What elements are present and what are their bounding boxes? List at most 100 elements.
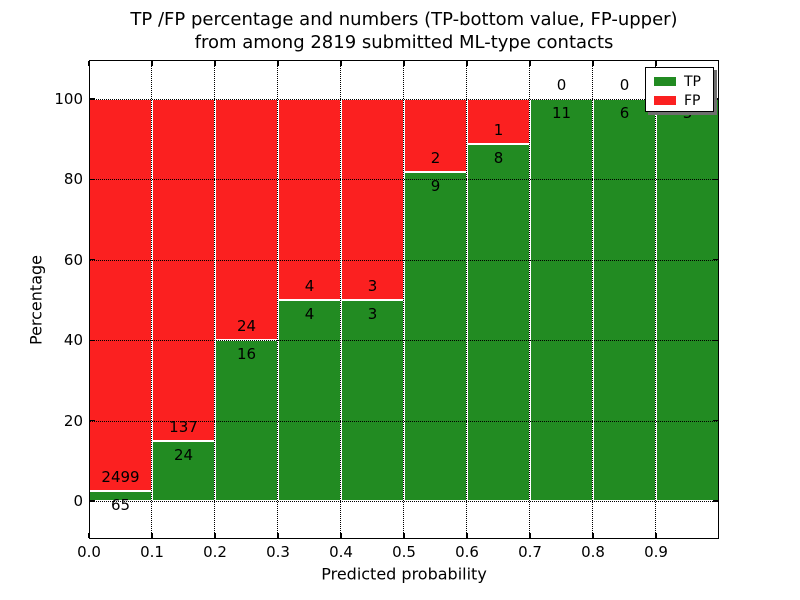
tp-count-label: 6 bbox=[619, 104, 630, 122]
fp-count-label: 0 bbox=[556, 76, 567, 94]
x-tick-mark bbox=[403, 61, 405, 66]
x-tick-mark bbox=[151, 61, 153, 66]
legend-label: TP bbox=[684, 73, 701, 90]
x-tick-label: 0.2 bbox=[203, 543, 227, 561]
x-tick-mark bbox=[277, 61, 279, 66]
v-gridline bbox=[655, 60, 657, 539]
tp-count-label: 65 bbox=[110, 495, 131, 514]
y-tick-mark bbox=[90, 339, 95, 341]
fp-count-label: 0 bbox=[619, 76, 630, 94]
x-tick-label: 0.1 bbox=[140, 543, 164, 561]
x-tick-label: 0.9 bbox=[644, 543, 668, 561]
legend: TP FP bbox=[645, 67, 714, 112]
legend-swatch-fp bbox=[654, 96, 676, 105]
chart-title-line1: TP /FP percentage and numbers (TP-bottom… bbox=[130, 9, 678, 30]
x-tick-mark bbox=[655, 533, 657, 538]
fp-count-label: 1 bbox=[493, 120, 504, 139]
x-tick-mark bbox=[214, 533, 216, 538]
x-tick-mark bbox=[151, 533, 153, 538]
x-tick-mark bbox=[466, 61, 468, 66]
bar-segment-fp bbox=[215, 99, 278, 341]
y-tick-mark bbox=[713, 339, 718, 341]
bar-segment-tp bbox=[467, 143, 530, 501]
tp-count-label: 11 bbox=[551, 104, 572, 122]
bar-segment-tp bbox=[530, 99, 593, 501]
y-tick-label: 20 bbox=[63, 411, 83, 430]
v-gridline bbox=[592, 60, 594, 539]
x-tick-mark bbox=[277, 533, 279, 538]
y-tick-mark bbox=[90, 178, 95, 180]
v-gridline bbox=[340, 60, 342, 539]
tp-count-label: 3 bbox=[682, 104, 693, 122]
x-tick-mark bbox=[214, 61, 216, 66]
v-gridline bbox=[529, 60, 531, 539]
x-tick-mark bbox=[403, 533, 405, 538]
bar-segment-fp bbox=[89, 99, 152, 491]
bar-segment-tp bbox=[656, 99, 719, 501]
y-tick-mark bbox=[713, 259, 718, 261]
bar-segment-fp bbox=[341, 99, 404, 300]
x-tick-mark bbox=[466, 533, 468, 538]
y-tick-mark bbox=[90, 420, 95, 422]
x-tick-label: 0.5 bbox=[392, 543, 416, 561]
tp-count-label: 24 bbox=[173, 446, 194, 465]
tp-count-label: 9 bbox=[430, 177, 441, 196]
x-axis-label: Predicted probability bbox=[321, 564, 487, 584]
v-gridline bbox=[277, 60, 279, 539]
tp-count-label: 16 bbox=[236, 345, 257, 364]
bar-segment-fp bbox=[278, 99, 341, 300]
bar-segment-tp bbox=[278, 300, 341, 501]
y-tick-label: 40 bbox=[63, 331, 83, 350]
x-tick-mark bbox=[592, 533, 594, 538]
tp-count-label: 4 bbox=[304, 305, 315, 323]
fp-count-label: 137 bbox=[169, 418, 198, 437]
x-tick-label: 0.7 bbox=[518, 543, 542, 561]
x-tick-mark bbox=[655, 61, 657, 66]
y-tick-mark bbox=[90, 98, 95, 100]
y-tick-mark bbox=[713, 178, 718, 180]
y-tick-label: 100 bbox=[54, 90, 83, 108]
x-tick-mark bbox=[592, 61, 594, 66]
tp-count-label: 3 bbox=[367, 305, 378, 323]
x-tick-mark bbox=[529, 533, 531, 538]
legend-swatch-tp bbox=[654, 77, 676, 86]
x-tick-label: 0.0 bbox=[77, 543, 101, 561]
chart-title: TP /FP percentage and numbers (TP-bottom… bbox=[89, 8, 719, 54]
y-tick-mark bbox=[90, 259, 95, 261]
y-tick-mark bbox=[713, 420, 718, 422]
legend-entry: FP bbox=[654, 92, 713, 109]
v-gridline bbox=[151, 60, 153, 539]
x-tick-mark bbox=[340, 533, 342, 538]
fp-count-label: 2499 bbox=[101, 467, 140, 486]
x-tick-label: 0.6 bbox=[455, 543, 479, 561]
y-tick-label: 80 bbox=[63, 170, 83, 189]
bar-segment-tp bbox=[152, 441, 215, 501]
bar-segment-fp bbox=[404, 99, 467, 173]
x-tick-mark bbox=[529, 61, 531, 66]
y-tick-mark bbox=[713, 98, 718, 100]
bar-segment-fp bbox=[467, 99, 530, 144]
v-gridline bbox=[214, 60, 216, 539]
fp-count-label: 4 bbox=[304, 277, 315, 295]
bar-segment-tp bbox=[404, 172, 467, 501]
v-gridline bbox=[466, 60, 468, 539]
x-tick-mark bbox=[340, 61, 342, 66]
x-tick-label: 0.3 bbox=[266, 543, 290, 561]
bar-segment-tp bbox=[341, 300, 404, 501]
tp-count-label: 8 bbox=[493, 148, 504, 167]
chart-title-line2: from among 2819 submitted ML-type contac… bbox=[194, 32, 614, 53]
y-tick-mark bbox=[713, 500, 718, 502]
legend-entry: TP bbox=[654, 73, 713, 90]
x-tick-label: 0.8 bbox=[581, 543, 605, 561]
x-tick-mark bbox=[88, 533, 90, 538]
fp-count-label: 2 bbox=[430, 149, 441, 168]
bar-segment-tp bbox=[593, 99, 656, 501]
x-tick-mark bbox=[88, 61, 90, 66]
legend-label: FP bbox=[684, 92, 701, 109]
bar-segment-tp bbox=[215, 340, 278, 501]
y-tick-label: 0 bbox=[73, 492, 83, 510]
fp-count-label: 3 bbox=[367, 277, 378, 295]
v-gridline bbox=[403, 60, 405, 539]
x-tick-label: 0.4 bbox=[329, 543, 353, 561]
